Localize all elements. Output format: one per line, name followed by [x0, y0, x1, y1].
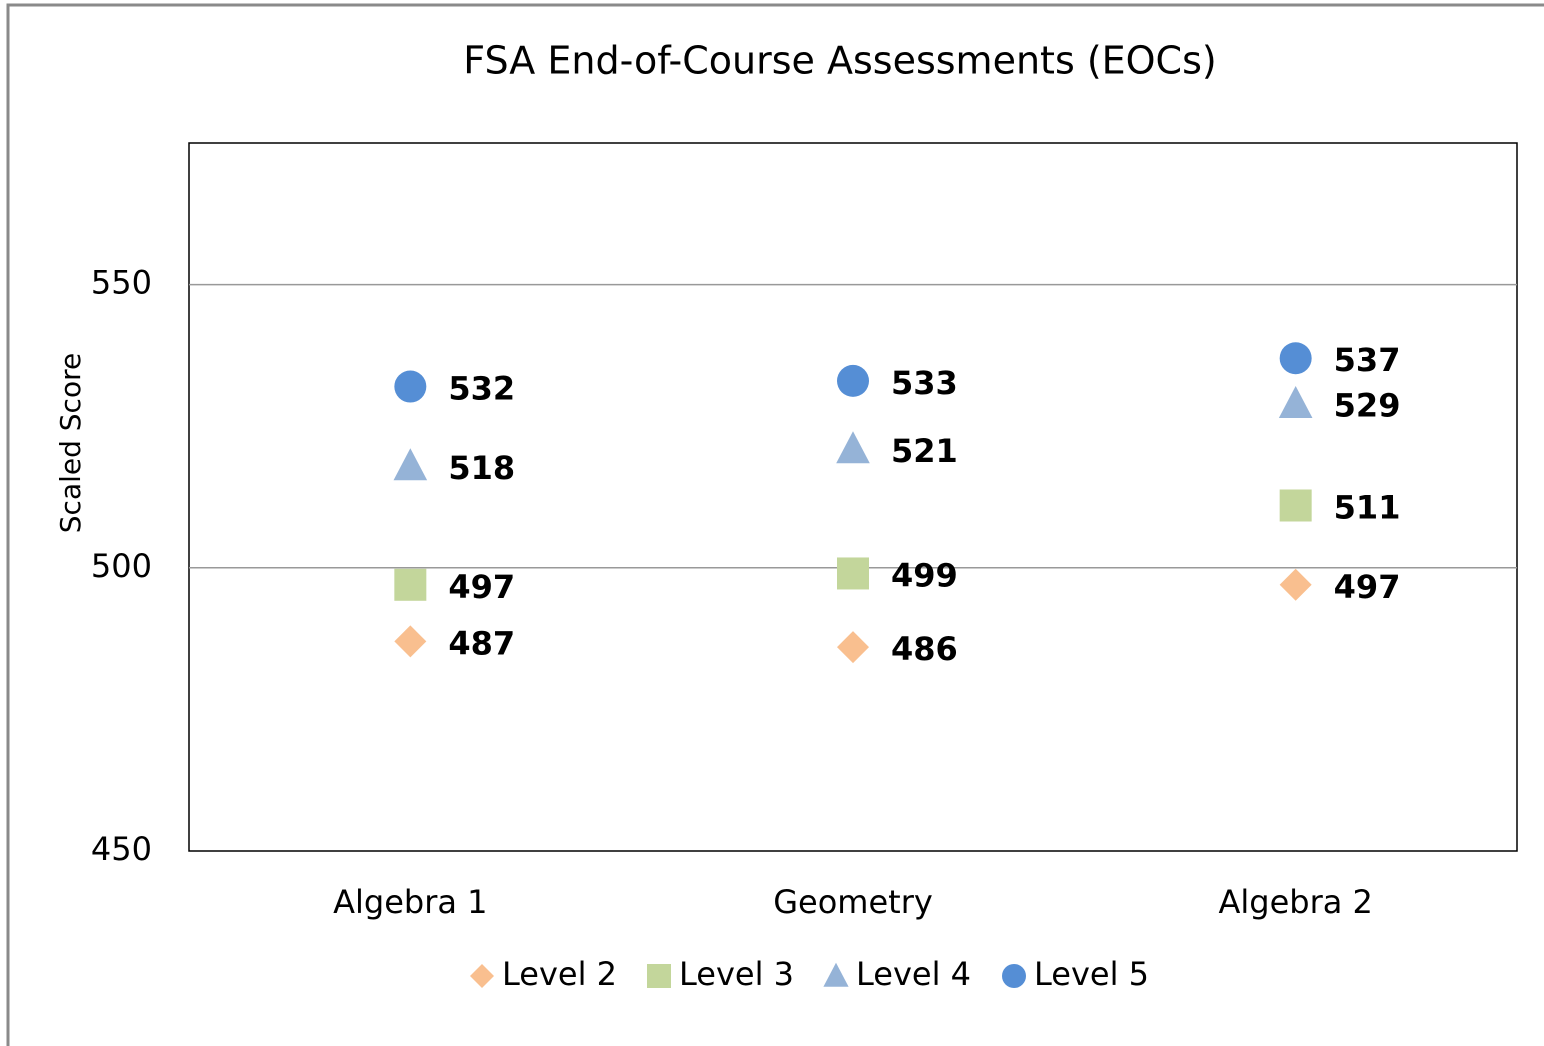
- data-label: 518: [448, 449, 515, 487]
- data-label: 486: [891, 630, 958, 668]
- data-point: [837, 631, 869, 664]
- data-label: 532: [448, 370, 515, 408]
- data-label: 529: [1334, 387, 1401, 425]
- legend-label: Level 5: [1034, 955, 1149, 993]
- data-label: 487: [448, 624, 515, 662]
- chart-title: FSA End-of-Course Assessments (EOCs): [463, 39, 1216, 83]
- data-label: 497: [448, 568, 515, 606]
- y-tick-label: 500: [91, 547, 152, 585]
- data-label: 537: [1334, 341, 1401, 379]
- legend-label: Level 4: [856, 955, 971, 993]
- data-label: 511: [1334, 488, 1401, 526]
- data-point: [836, 431, 870, 464]
- data-point: [837, 557, 869, 590]
- data-label: 497: [1334, 568, 1401, 606]
- data-point: [394, 625, 427, 658]
- x-tick-label: Geometry: [773, 883, 933, 921]
- data-point: [394, 370, 427, 403]
- x-tick-label: Algebra 2: [1218, 883, 1372, 921]
- legend-marker: [1002, 964, 1026, 988]
- legend-label: Level 3: [679, 955, 794, 993]
- x-tick-label: Algebra 1: [333, 883, 487, 921]
- data-point: [1279, 342, 1312, 375]
- data-point: [1278, 385, 1313, 418]
- legend-marker: [470, 964, 494, 988]
- legend-label: Level 2: [502, 955, 617, 993]
- legend-marker: [647, 964, 671, 988]
- data-point: [837, 364, 869, 397]
- data-label: 499: [891, 556, 958, 594]
- y-axis-title: Scaled Score: [54, 353, 87, 533]
- y-tick-label: 450: [91, 830, 152, 868]
- data-point: [394, 568, 427, 601]
- data-point: [1279, 568, 1312, 601]
- y-tick-label: 550: [91, 264, 152, 302]
- data-point: [1279, 489, 1312, 522]
- data-point: [393, 448, 428, 481]
- legend-marker: [823, 962, 849, 987]
- chart-frame: [6, 3, 1544, 1046]
- plot-area: [188, 142, 1518, 852]
- data-label: 533: [891, 364, 958, 402]
- data-label: 521: [891, 432, 958, 470]
